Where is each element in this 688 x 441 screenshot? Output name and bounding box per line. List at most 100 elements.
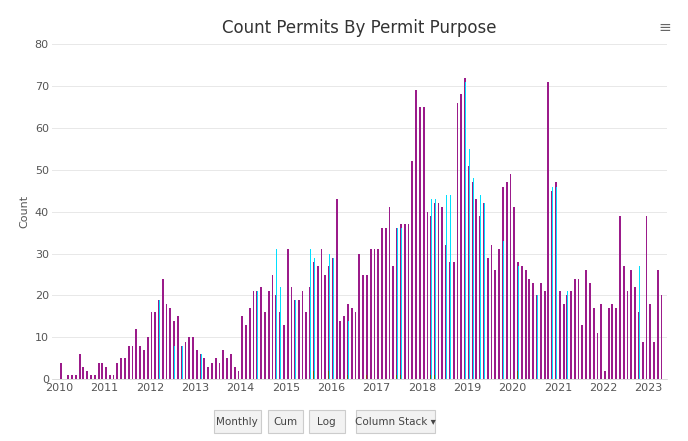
Bar (630, 270, 632, 379)
Bar (207, 366, 209, 379)
Title: Count Permits By Permit Purpose: Count Permits By Permit Purpose (222, 19, 497, 37)
Bar (94, 375, 96, 379)
Bar (381, 228, 383, 379)
Bar (71, 375, 73, 379)
Bar (143, 350, 145, 379)
Bar (521, 266, 523, 379)
Bar (378, 249, 379, 379)
Bar (139, 346, 141, 379)
Bar (184, 341, 186, 379)
Bar (389, 207, 391, 379)
Bar (120, 358, 122, 379)
Bar (287, 249, 288, 379)
Bar (574, 279, 576, 379)
Bar (321, 249, 323, 379)
Bar (475, 199, 477, 379)
Text: Column Stack ▾: Column Stack ▾ (355, 417, 436, 426)
Bar (577, 279, 579, 379)
Text: Log: Log (317, 417, 336, 426)
Bar (442, 207, 443, 379)
Bar (339, 321, 341, 379)
Bar (434, 203, 436, 379)
Bar (495, 270, 496, 379)
Bar (407, 224, 409, 379)
Bar (234, 366, 236, 379)
Bar (131, 346, 133, 379)
Bar (204, 358, 205, 379)
Bar (78, 354, 80, 379)
Bar (555, 182, 557, 379)
Bar (457, 103, 458, 379)
Bar (623, 266, 625, 379)
Bar (101, 363, 103, 379)
Bar (162, 279, 164, 379)
Bar (98, 363, 100, 379)
Bar (301, 291, 303, 379)
Bar (60, 363, 62, 379)
Bar (158, 300, 160, 379)
Bar (173, 321, 175, 379)
Bar (619, 216, 621, 379)
Bar (600, 304, 602, 379)
Bar (219, 363, 220, 379)
Bar (241, 317, 244, 379)
Bar (559, 291, 561, 379)
Bar (660, 295, 663, 379)
Bar (113, 375, 114, 379)
Bar (374, 249, 376, 379)
Bar (230, 354, 232, 379)
Bar (392, 266, 394, 379)
Bar (181, 346, 183, 379)
Bar (305, 312, 308, 379)
Bar (309, 287, 311, 379)
Bar (645, 216, 647, 379)
Bar (75, 375, 77, 379)
Bar (498, 249, 500, 379)
Bar (248, 308, 250, 379)
Bar (317, 266, 319, 379)
Bar (566, 295, 568, 379)
Bar (358, 254, 361, 379)
Bar (422, 107, 424, 379)
Bar (536, 295, 538, 379)
Bar (90, 375, 92, 379)
Bar (385, 228, 387, 379)
Bar (196, 350, 198, 379)
Bar (615, 308, 617, 379)
Bar (283, 325, 285, 379)
Bar (604, 371, 606, 379)
Bar (468, 165, 470, 379)
Bar (544, 291, 546, 379)
Bar (487, 258, 488, 379)
Bar (366, 274, 368, 379)
Bar (260, 287, 262, 379)
Bar (540, 283, 541, 379)
Bar (128, 346, 129, 379)
Bar (116, 363, 118, 379)
Bar (396, 228, 398, 379)
Y-axis label: Count: Count (19, 195, 29, 228)
Bar (427, 212, 429, 379)
Bar (592, 308, 594, 379)
Bar (589, 283, 591, 379)
Bar (275, 295, 277, 379)
Bar (525, 270, 526, 379)
Bar (551, 191, 553, 379)
Bar (517, 262, 519, 379)
Bar (363, 274, 364, 379)
Bar (634, 287, 636, 379)
Bar (438, 203, 440, 379)
Bar (109, 375, 111, 379)
Bar (453, 262, 455, 379)
Bar (563, 304, 565, 379)
Bar (570, 291, 572, 379)
Bar (252, 291, 255, 379)
Bar (272, 274, 273, 379)
Bar (67, 375, 69, 379)
Bar (166, 304, 167, 379)
Bar (513, 207, 515, 379)
Text: ≡: ≡ (658, 20, 671, 35)
Bar (411, 161, 413, 379)
Text: Cum: Cum (273, 417, 298, 426)
Bar (404, 224, 406, 379)
